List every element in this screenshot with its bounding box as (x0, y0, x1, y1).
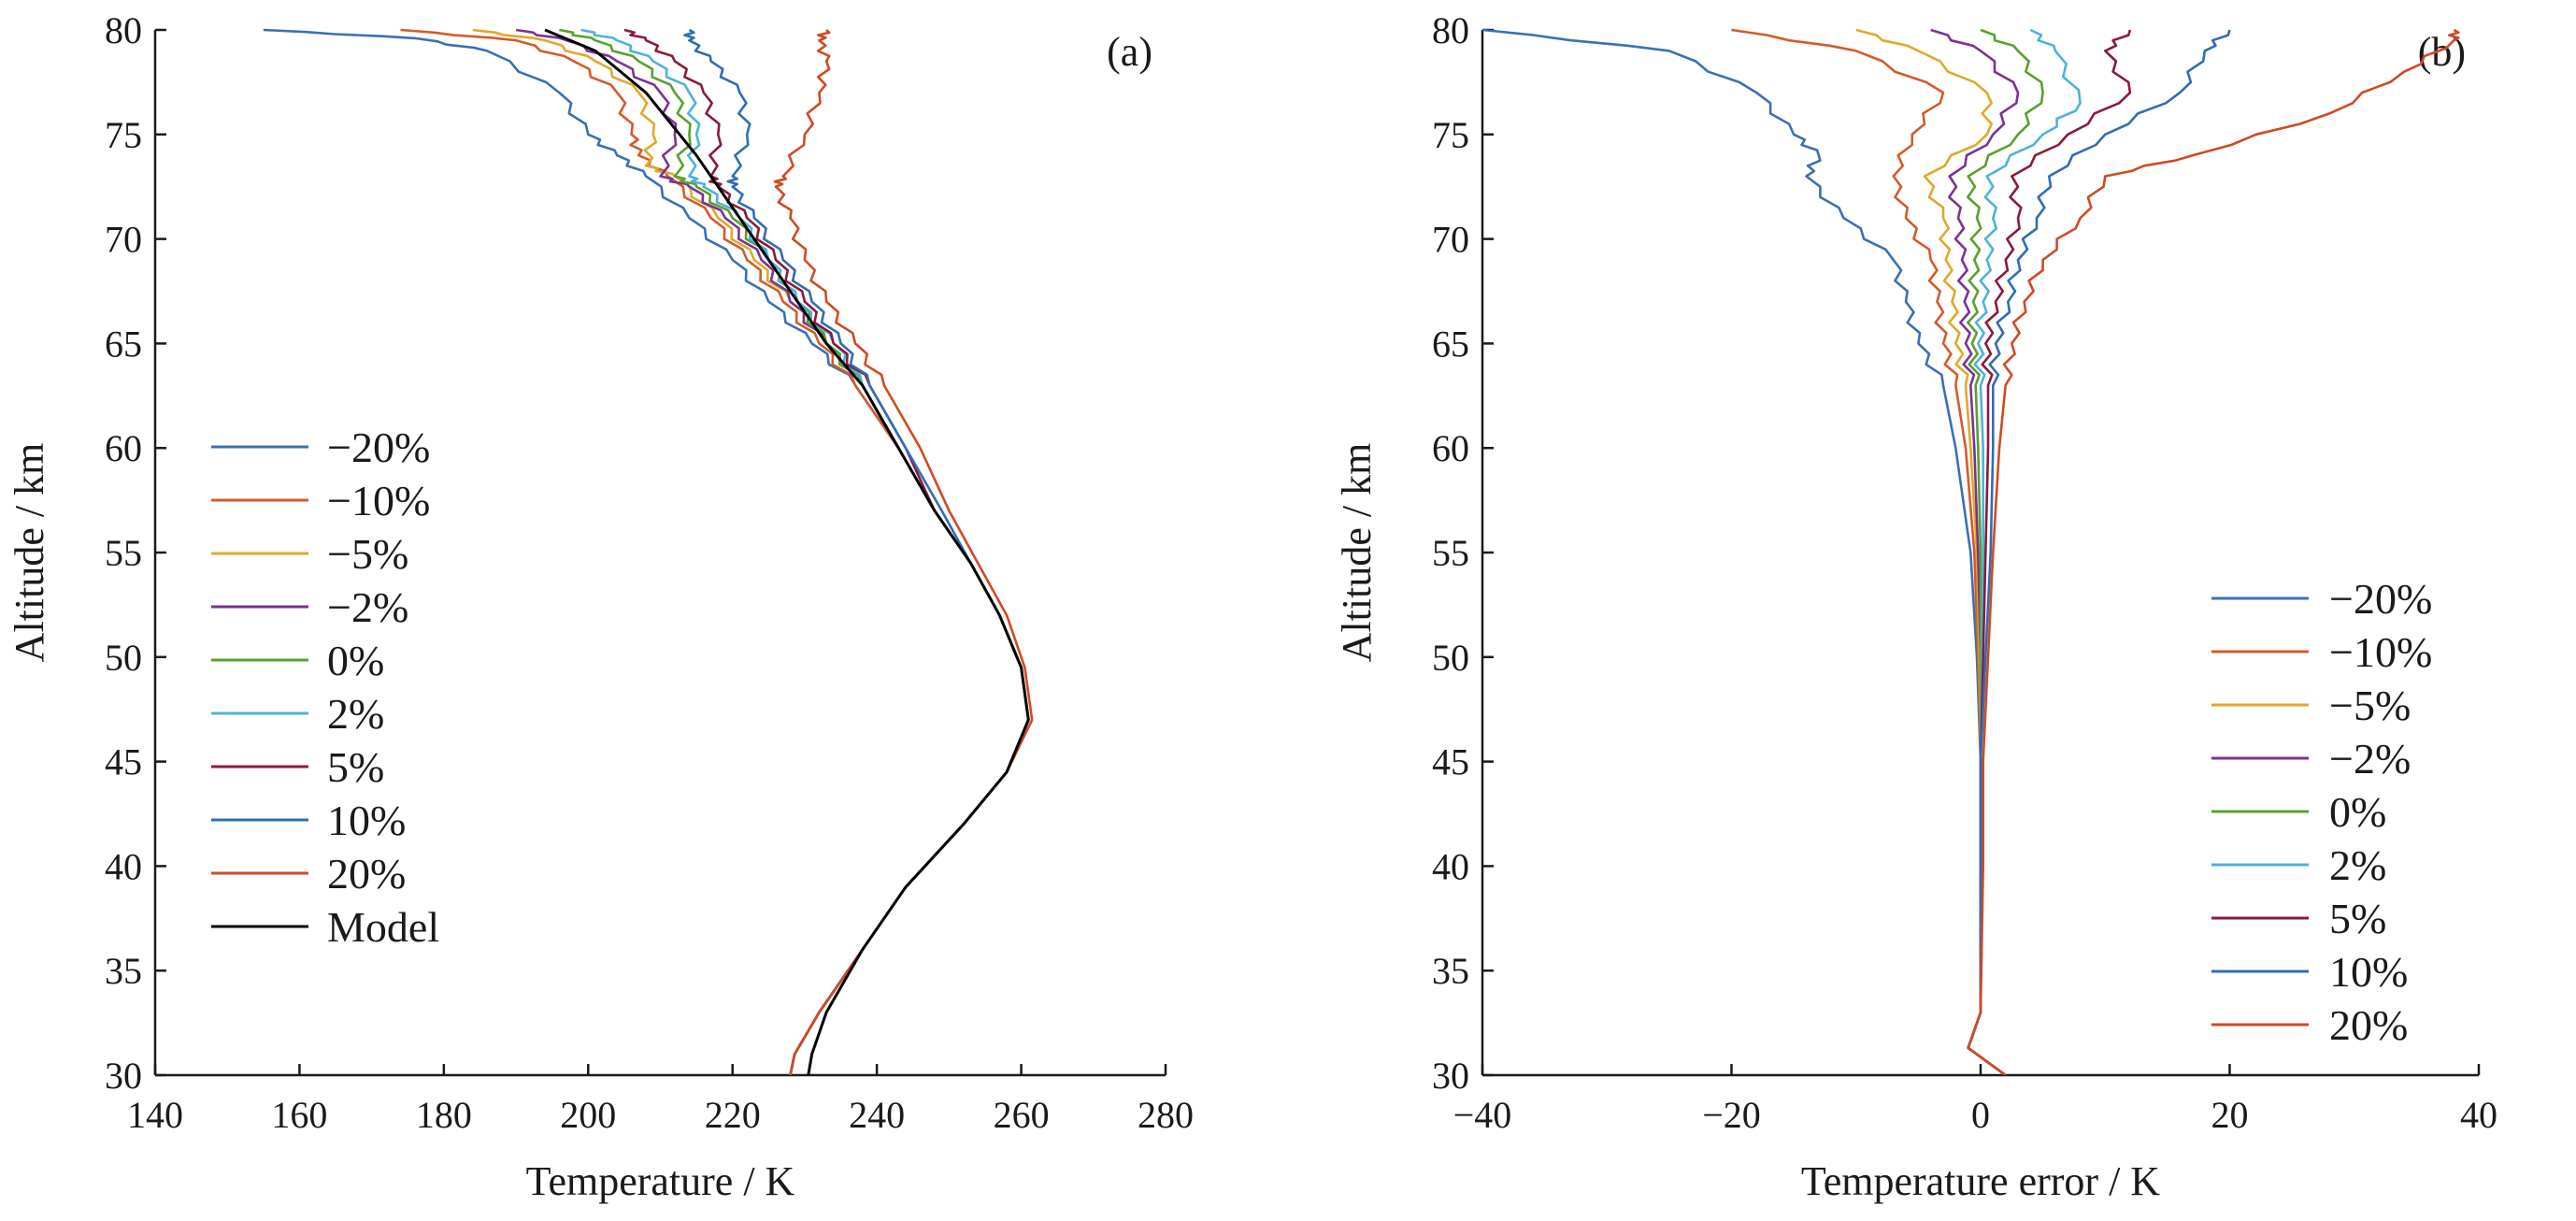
legend-label: −10% (327, 477, 430, 524)
y-tick-label: 75 (105, 114, 142, 156)
panel-label: (a) (1107, 29, 1152, 75)
y-axis-title: Altitude / km (1334, 443, 1380, 663)
legend-label: 20% (327, 850, 406, 898)
panel-a: 30 35 40 45 50 55 60 65 70 75 80 140 160 180 200 220 240… (7, 9, 1194, 1204)
series-line-3 (1930, 28, 2020, 1075)
legend-label: 20% (2329, 1001, 2408, 1049)
x-tick-label: 240 (849, 1094, 905, 1136)
legend-label: −2% (2329, 735, 2411, 783)
x-tick-label: 200 (560, 1094, 616, 1136)
x-tick-label: −40 (1453, 1094, 1512, 1136)
legend: −20% −10% −5% −2% 0% 2% 5% 10% 20% (2211, 575, 2432, 1049)
series-line-2 (1855, 28, 2007, 1075)
y-axis-title: Altitude / km (7, 443, 52, 663)
series-line-3 (515, 28, 1030, 1075)
y-tick-label: 40 (105, 845, 142, 887)
y-tick-label: 55 (1432, 532, 1469, 574)
panel-label: (b) (2418, 29, 2466, 75)
series-line-4 (1967, 28, 2044, 1075)
series-line-7 (1967, 29, 2231, 1075)
series-line-8 (1967, 28, 2460, 1075)
y-tick-label: 45 (105, 741, 142, 783)
x-tick-label: 160 (271, 1094, 327, 1136)
y-tick-label: 55 (105, 532, 142, 574)
x-axis-title: Temperature / K (526, 1158, 795, 1204)
legend-label: 10% (327, 797, 406, 844)
y-tick-label: 45 (1432, 741, 1469, 783)
series-line-6 (1967, 29, 2132, 1075)
legend-label: −5% (2329, 682, 2411, 729)
series-line-7 (683, 28, 1030, 1075)
x-axis-title: Temperature error / K (1801, 1158, 2160, 1204)
y-tick-label: 70 (1432, 219, 1469, 261)
legend-label: 0% (327, 637, 384, 684)
series-line-9 (544, 28, 1030, 1075)
legend-label: −10% (2329, 628, 2432, 676)
legend-label: −2% (327, 583, 408, 631)
legend-label: 2% (2329, 841, 2386, 889)
series-line-5 (1967, 28, 2082, 1075)
y-tick-label: 60 (1432, 427, 1469, 469)
y-tick-label: 80 (1432, 9, 1469, 51)
series-line-4 (559, 28, 1030, 1075)
legend-label: −20% (327, 424, 430, 471)
y-tick-label: 35 (105, 950, 142, 992)
x-tick-label: 180 (416, 1094, 472, 1136)
series-line-5 (580, 28, 1030, 1075)
x-tick-label: 260 (994, 1094, 1050, 1136)
series-line-6 (623, 28, 1030, 1075)
plot-area (263, 28, 1034, 1075)
series-line-1 (1731, 28, 2007, 1075)
y-tick-label: 50 (1432, 637, 1469, 679)
y-tick-label: 40 (1432, 845, 1469, 887)
x-tick-label: 140 (127, 1094, 183, 1136)
panel-b: 30 35 40 45 50 55 60 65 70 75 80 −40 −20 0 20 40 Tempera… (1334, 9, 2497, 1204)
y-tick-label: 35 (1432, 950, 1469, 992)
x-tick-label: −20 (1702, 1094, 1761, 1136)
series-line-8 (773, 29, 1034, 1075)
y-tick-label: 80 (105, 9, 142, 51)
legend-label: −5% (327, 530, 408, 578)
y-tick-label: 75 (1432, 114, 1469, 156)
legend-label: 2% (327, 690, 384, 738)
y-tick-label: 65 (1432, 323, 1469, 365)
series-line-2 (472, 28, 1030, 1075)
legend-label: 0% (2329, 788, 2386, 836)
x-tick-label: 40 (2460, 1094, 2497, 1136)
y-tick-label: 30 (1432, 1055, 1469, 1097)
legend: −20% −10% −5% −2% 0% 2% 5% 10% 20% Model (211, 424, 439, 951)
y-tick-label: 60 (105, 427, 142, 469)
x-tick-label: 280 (1138, 1094, 1194, 1136)
y-tick-label: 50 (105, 637, 142, 679)
y-tick-label: 30 (105, 1055, 142, 1097)
series-line-0 (1482, 28, 2007, 1075)
x-tick-label: 220 (705, 1094, 761, 1136)
y-tick-label: 70 (105, 219, 142, 261)
legend-label: 10% (2329, 948, 2408, 996)
plot-area (1482, 28, 2460, 1075)
y-tick-label: 65 (105, 323, 142, 365)
legend-label: Model (327, 903, 439, 951)
series-line-1 (400, 28, 1030, 1075)
x-tick-label: 20 (2211, 1094, 2249, 1136)
legend-label: 5% (2329, 895, 2386, 942)
legend-label: −20% (2329, 575, 2432, 623)
legend-label: 5% (327, 743, 384, 791)
x-tick-label: 0 (1971, 1094, 1990, 1136)
